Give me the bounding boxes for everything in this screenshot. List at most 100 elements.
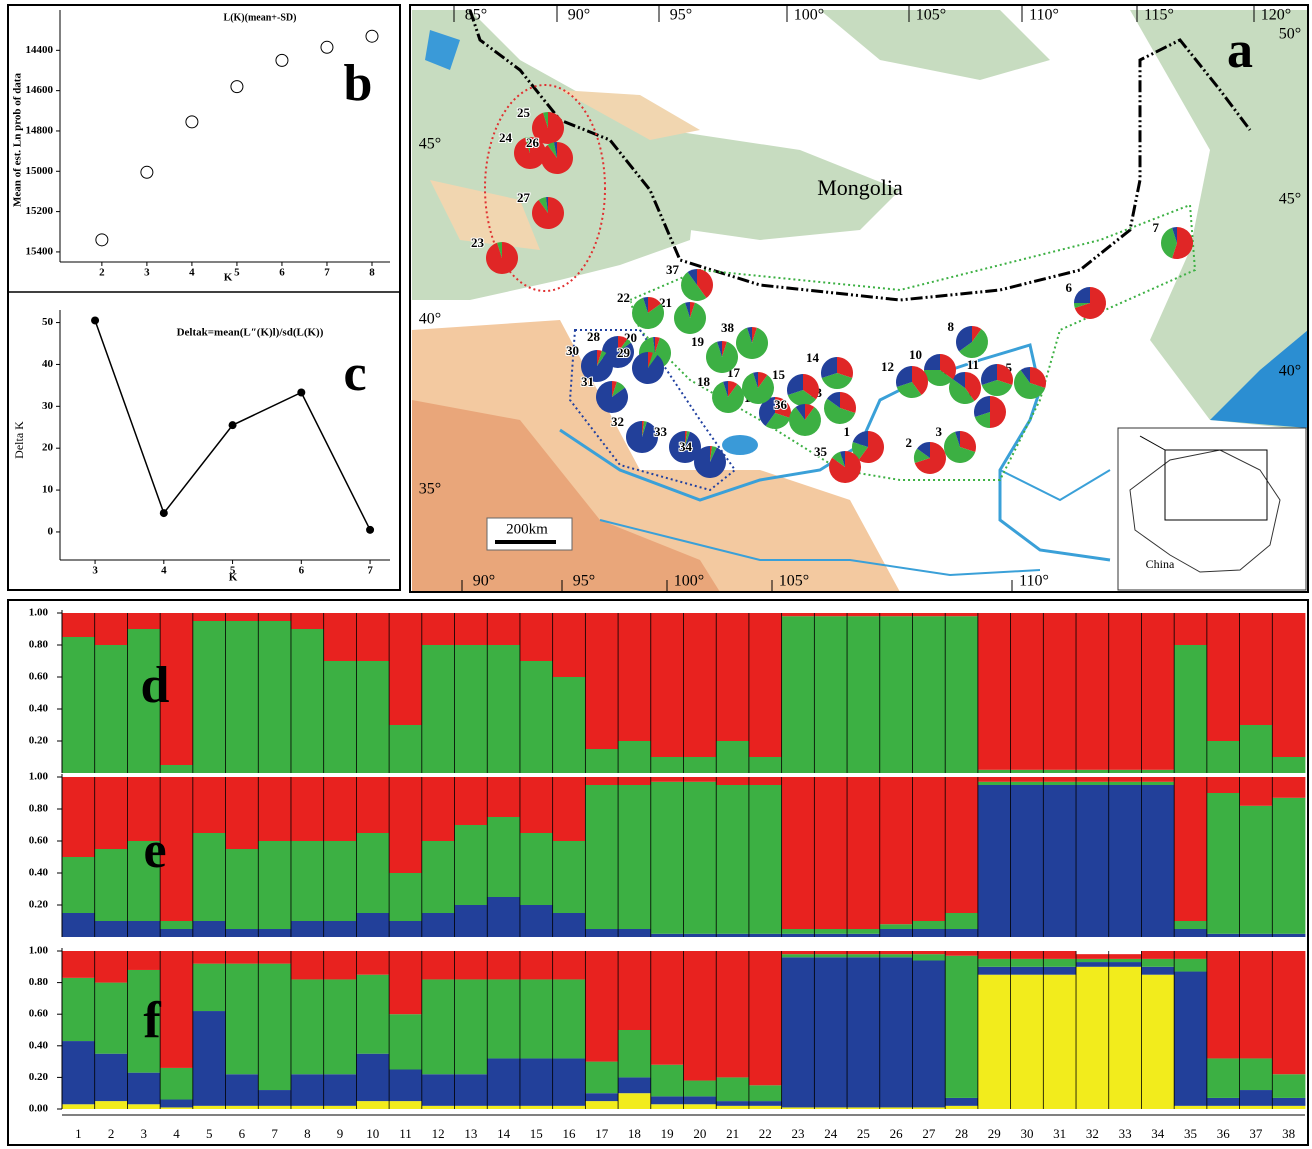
bar-segment [749,1106,782,1109]
y-tick-label: 1.00 [29,607,49,619]
x-tick-label: 8 [369,267,375,279]
bar-segment [62,951,95,978]
bar-segment [487,1106,520,1109]
coordinate-label: 110° [1029,7,1059,24]
x-tick-label: 35 [1184,1126,1197,1141]
bar-segment [487,645,520,773]
point [231,81,243,93]
place-label: 26 [526,135,540,150]
bar-segment [651,613,684,757]
bar-segment [1141,777,1174,782]
x-tick-label: 21 [726,1126,739,1141]
bar-segment [62,913,95,937]
bar-segment [291,1074,324,1106]
bar-segment [1174,613,1207,645]
bar-segment [749,1101,782,1106]
bar-segment [945,1098,978,1106]
bar-segment [716,1101,749,1106]
bar-segment [422,1106,455,1109]
coordinate-label: 40° [1279,363,1301,380]
y-tick-label: 0.80 [29,803,49,815]
place-label: 22 [617,290,630,305]
coordinate-label: 105° [779,573,809,590]
bar-segment [978,967,1011,975]
bar-segment [1043,785,1076,937]
panel-letter: b [344,55,373,112]
bar-segment [422,1074,455,1106]
bar-segment [1272,798,1305,934]
bar-segment [356,661,389,773]
coordinate-label: 45° [419,136,441,153]
bar-segment [226,613,259,621]
bar-segment [847,954,880,957]
bar-segment [1011,777,1044,782]
bar-segment [258,621,291,773]
bar-segment [1240,1058,1273,1090]
x-tick-label: 7 [324,267,330,279]
bar-segment [978,777,1011,782]
bar-segment [651,782,684,934]
bar-segment [684,1081,717,1097]
y-axis-label: Mean of est. Ln prob of data [12,73,24,207]
bar-segment [847,777,880,929]
bar-segment [258,964,291,1090]
bar-segment [1174,959,1207,972]
bar-segment [978,951,1011,959]
bar-segment [1043,770,1076,773]
bar-segment [324,841,357,921]
bar-segment [291,921,324,937]
bar-segment [324,979,357,1074]
bar-segment [880,613,913,616]
bar-segment [1011,770,1044,773]
point [96,234,108,246]
x-tick-label: 5 [206,1126,213,1141]
bar-segment [585,1093,618,1101]
bar-segment [291,841,324,921]
y-axis-label: Delta K [12,421,26,459]
bar-segment [324,661,357,773]
bar-segment [651,934,684,937]
bar-segment [95,645,128,773]
x-tick-label: 31 [1053,1126,1066,1141]
bar-segment [356,1054,389,1101]
bar-segment [487,613,520,645]
bar-segment [782,777,815,929]
bar-segment [978,785,1011,937]
bar-segment [1207,1098,1240,1106]
pie-slice [632,352,664,384]
bar-segment [1011,782,1044,785]
x-tick-label: 32 [1086,1126,1099,1141]
bar-segment [258,929,291,937]
scale-label: 200km [506,521,548,537]
bar-segment [814,954,847,957]
place-label: 12 [881,359,894,374]
bar-segment [1240,1106,1273,1109]
bar-segment [585,929,618,937]
country-label: Mongolia [817,175,903,200]
bar-segment [422,777,455,841]
bar-segment [1141,613,1174,770]
chart-title: Deltak=mean(L″(K)l)/sd(L(K)) [177,327,324,339]
bar-segment [160,921,193,929]
bar-segment [847,616,880,773]
bar-segment [553,1106,586,1109]
bar-segment [95,777,128,849]
bar-segment [716,613,749,741]
bar-segment [356,1101,389,1109]
bar-segment [160,1107,193,1109]
bar-segment [651,1104,684,1109]
bar-segment [95,849,128,921]
bar-segment [814,613,847,616]
bar-segment [978,975,1011,1109]
bar-segment [1109,777,1142,782]
bar-segment [716,785,749,934]
place-label: 36 [774,397,788,412]
bar-segment [356,777,389,833]
place-label: 14 [806,350,820,365]
bar-segment [226,777,259,849]
coordinate-label: 100° [794,7,824,24]
bar-segment [618,1030,651,1077]
bar-segment [749,934,782,937]
bar-segment [520,833,553,905]
y-tick-label: 0.40 [29,867,49,879]
